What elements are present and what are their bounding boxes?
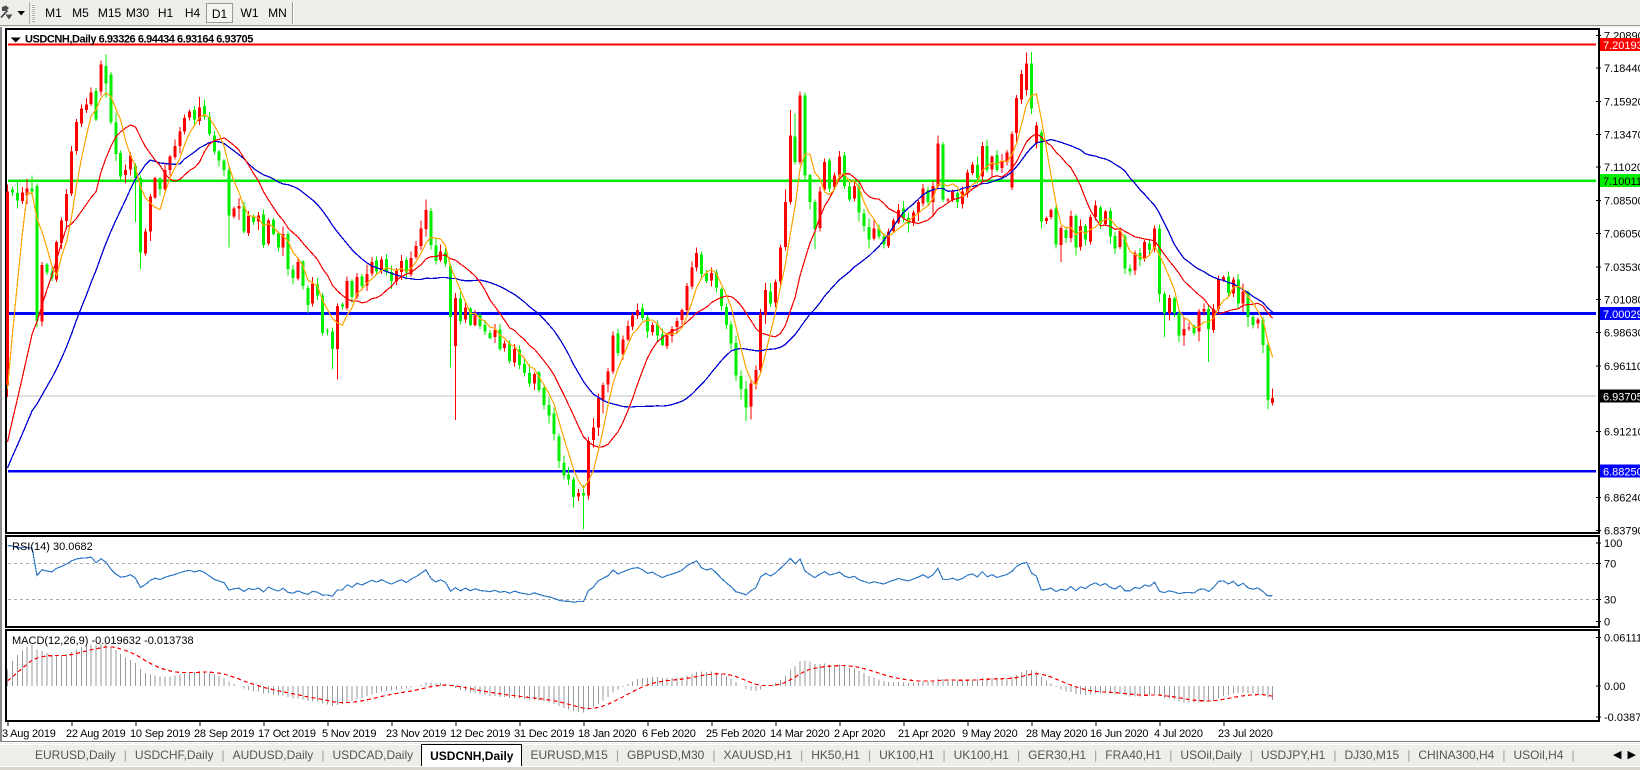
svg-text:12 Dec 2019: 12 Dec 2019	[450, 728, 510, 740]
svg-text:6 Feb 2020: 6 Feb 2020	[642, 728, 696, 740]
svg-text:28 May 2020: 28 May 2020	[1026, 728, 1087, 740]
svg-text:7.00029: 7.00029	[1603, 309, 1640, 321]
svg-text:7.01080: 7.01080	[1604, 295, 1640, 307]
svg-text:USDCNH,Daily 6.93326 6.94434: USDCNH,Daily 6.93326 6.94434 6.93164 6.9…	[25, 34, 253, 46]
svg-text:7.11020: 7.11020	[1604, 162, 1640, 174]
svg-text:7.20193: 7.20193	[1603, 40, 1640, 52]
svg-text:16 Jun 2020: 16 Jun 2020	[1090, 728, 1148, 740]
svg-text:5 Nov 2019: 5 Nov 2019	[322, 728, 376, 740]
svg-text:6.98630: 6.98630	[1604, 327, 1640, 339]
svg-text:28 Sep 2019: 28 Sep 2019	[194, 728, 254, 740]
svg-text:31 Dec 2019: 31 Dec 2019	[514, 728, 574, 740]
svg-text:10 Sep 2019: 10 Sep 2019	[130, 728, 190, 740]
svg-text:4 Jul 2020: 4 Jul 2020	[1154, 728, 1203, 740]
svg-text:0.00: 0.00	[1604, 681, 1625, 693]
svg-text:70: 70	[1604, 558, 1616, 570]
svg-text:18 Jan 2020: 18 Jan 2020	[578, 728, 636, 740]
svg-text:7.06050: 7.06050	[1604, 228, 1640, 240]
svg-text:6.88250: 6.88250	[1603, 467, 1640, 479]
svg-text:6.91210: 6.91210	[1604, 426, 1640, 438]
svg-text:6.83790: 6.83790	[1604, 525, 1640, 537]
svg-text:9 May 2020: 9 May 2020	[962, 728, 1018, 740]
svg-text:23 Jul 2020: 23 Jul 2020	[1218, 728, 1273, 740]
svg-text:6.86240: 6.86240	[1604, 493, 1640, 505]
svg-text:7.15920: 7.15920	[1604, 97, 1640, 109]
svg-text:7.18440: 7.18440	[1604, 63, 1640, 75]
svg-text:3 Aug 2019: 3 Aug 2019	[2, 728, 56, 740]
svg-text:17 Oct 2019: 17 Oct 2019	[258, 728, 316, 740]
svg-text:7.13470: 7.13470	[1604, 129, 1640, 141]
svg-text:0: 0	[1604, 617, 1610, 629]
svg-text:100: 100	[1604, 538, 1622, 550]
svg-text:14 Mar 2020: 14 Mar 2020	[770, 728, 830, 740]
svg-text:RSI(14) 30.0682: RSI(14) 30.0682	[12, 541, 93, 553]
svg-text:-0.038777: -0.038777	[1604, 712, 1640, 724]
svg-text:7.08500: 7.08500	[1604, 196, 1640, 208]
svg-text:25 Feb 2020: 25 Feb 2020	[706, 728, 766, 740]
svg-text:22 Aug 2019: 22 Aug 2019	[66, 728, 126, 740]
svg-text:0.061119: 0.061119	[1604, 632, 1640, 644]
svg-text:23 Nov 2019: 23 Nov 2019	[386, 728, 446, 740]
svg-text:7.03530: 7.03530	[1604, 262, 1640, 274]
svg-text:2 Apr 2020: 2 Apr 2020	[834, 728, 885, 740]
svg-text:30: 30	[1604, 595, 1616, 607]
svg-text:21 Apr 2020: 21 Apr 2020	[898, 728, 955, 740]
svg-text:6.93705: 6.93705	[1603, 392, 1640, 404]
svg-text:6.96110: 6.96110	[1604, 361, 1640, 373]
svg-text:7.10011: 7.10011	[1603, 176, 1640, 188]
svg-text:MACD(12,26,9) -0.019632 -0.013: MACD(12,26,9) -0.019632 -0.013738	[12, 635, 194, 647]
